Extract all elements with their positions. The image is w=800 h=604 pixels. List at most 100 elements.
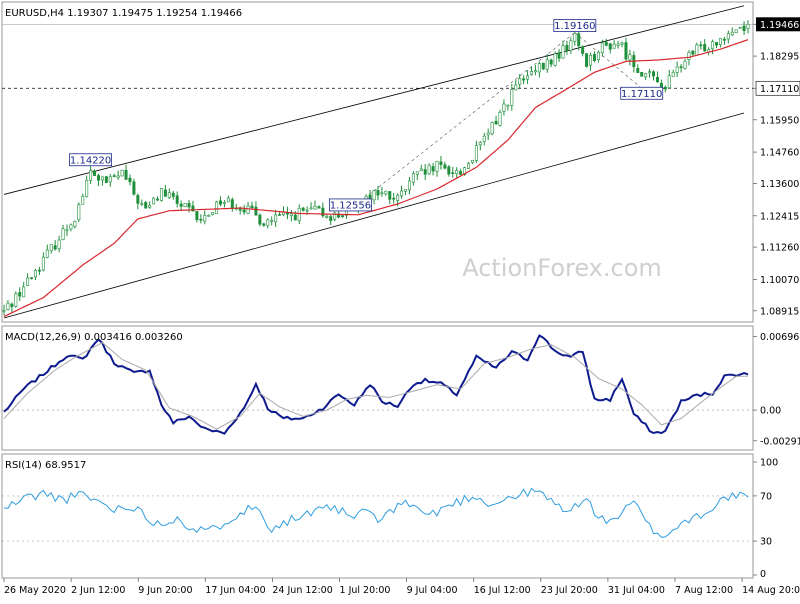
candle-body (144, 202, 148, 209)
price-tick-label: 1.18295 (760, 52, 799, 63)
candle-body (250, 205, 254, 208)
price-label: 1.12556 (330, 200, 371, 211)
candle-body (120, 169, 124, 177)
rsi-tick-label: 100 (760, 458, 778, 469)
candle-body (573, 32, 577, 42)
candle-body (396, 194, 400, 201)
candle-body (112, 175, 116, 177)
candle-body (61, 228, 65, 240)
candle-body (85, 180, 89, 197)
rsi-axis: 100 70 30 0 (753, 458, 778, 580)
price-tick-label: 1.10070 (760, 275, 799, 286)
candle-body (683, 60, 687, 69)
rsi-title: RSI(14) 68.9517 (5, 460, 86, 471)
ma-line (3, 39, 749, 318)
time-tick-label: 24 Jun 12:00 (272, 585, 332, 596)
candle-body (136, 195, 140, 204)
price-tick-label: 1.11260 (760, 243, 799, 254)
candle-body (167, 192, 171, 199)
price-tick-label: 1.15950 (760, 115, 799, 126)
candle-body (577, 33, 581, 47)
candle-body (270, 220, 274, 222)
candle-body (73, 221, 77, 227)
current-price-box (756, 17, 800, 32)
dashed-retrace (574, 32, 642, 89)
candle-body (502, 103, 506, 112)
candle-body (510, 89, 514, 106)
macd-tick-label: -0.002913 (760, 436, 800, 447)
candle-body (289, 213, 293, 216)
candle-body (77, 204, 81, 221)
candle-body (435, 160, 439, 172)
candle-body (341, 215, 345, 217)
candle-body (246, 205, 250, 214)
candle-body (411, 173, 415, 183)
candle-body (254, 206, 258, 216)
channel-line-upper (3, 5, 745, 195)
candle-body (207, 214, 211, 217)
price-label: 1.14220 (70, 155, 111, 166)
candle-body (616, 43, 620, 46)
time-axis: 26 May 2020 2 Jun 12:00 9 Jun 20:00 17 Jun … (3, 578, 800, 596)
price-label-box (69, 153, 113, 167)
candle-body (589, 55, 593, 66)
candle-body (474, 145, 478, 161)
candle-body (321, 207, 325, 217)
candle-body (738, 26, 742, 29)
channel-line-lower (3, 112, 745, 319)
time-tick-label: 9 Jul 04:00 (407, 585, 458, 596)
level-price-box (755, 80, 800, 96)
candle-body (722, 38, 726, 41)
rsi-tick-label: 0 (760, 569, 766, 580)
price-tick-label: 1.17110 (760, 84, 799, 95)
candle-body (592, 54, 596, 61)
candle-body (443, 164, 447, 169)
candle-body (10, 303, 14, 308)
candle-body (667, 75, 671, 89)
candle-body (431, 166, 435, 172)
candle-body (585, 53, 589, 67)
candle-body (274, 214, 278, 223)
candle-body (89, 170, 93, 181)
rsi-line (3, 487, 749, 538)
candle-body (545, 59, 549, 70)
candle-body (423, 169, 427, 175)
candle-body (26, 277, 30, 286)
candle-body (400, 190, 404, 197)
price-label-box (553, 19, 597, 33)
candle-body (636, 68, 640, 73)
price-tick-label: 1.13600 (760, 179, 799, 190)
candle-body (293, 214, 297, 221)
time-tick-label: 9 Jun 20:00 (138, 585, 192, 596)
candle-body (718, 38, 722, 46)
price-axis: 1.19466 1.18295 1.17110 1.15950 1.14760 1.136… (753, 17, 800, 317)
candle-body (561, 45, 565, 59)
macd-lines (2, 334, 753, 435)
price-tick-label: 1.14760 (760, 148, 799, 159)
macd-line (3, 334, 749, 435)
candle-body (49, 244, 53, 252)
candle-body (305, 209, 309, 212)
candle-body (620, 42, 624, 45)
candle-body (37, 269, 41, 272)
candle-body (65, 229, 69, 232)
candle-body (490, 122, 494, 135)
candle-body (41, 256, 45, 271)
candle-body (179, 203, 183, 207)
price-panel-frame (1, 1, 754, 323)
candle-body (482, 135, 486, 142)
candle-body (392, 197, 396, 200)
candle-body (628, 54, 632, 61)
time-tick-label: 1 Jul 20:00 (340, 585, 391, 596)
candle-body (2, 309, 6, 312)
candle-body (695, 44, 699, 56)
price-tick-label: 1.12415 (760, 211, 799, 222)
candle-body (187, 203, 191, 208)
time-tick-label: 7 Aug 12:00 (675, 585, 733, 596)
candle-body (726, 33, 730, 40)
candle-body (557, 52, 561, 59)
candle-body (537, 63, 541, 73)
candle-body (703, 44, 707, 52)
